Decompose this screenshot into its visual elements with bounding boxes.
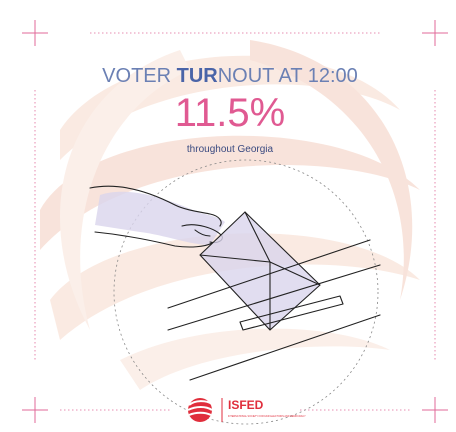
turnout-value: 11.5% — [175, 91, 285, 135]
title-bold: TUR — [177, 65, 219, 87]
infographic: VOTER TURNOUT AT 12:00 11.5% throughout … — [0, 0, 456, 432]
subtitle: throughout Georgia — [187, 144, 274, 155]
logo-name: ISFED — [228, 398, 264, 412]
logo: ISFED INTERNATIONAL SOCIETY FOR FAIR ELE… — [188, 398, 306, 422]
title-start: VOTER — [102, 65, 176, 87]
title: VOTER TURNOUT AT 12:00 — [102, 65, 358, 87]
title-end: NOUT AT 12:00 — [218, 65, 358, 87]
logo-tagline: INTERNATIONAL SOCIETY FOR FAIR ELECTIONS… — [228, 415, 306, 418]
